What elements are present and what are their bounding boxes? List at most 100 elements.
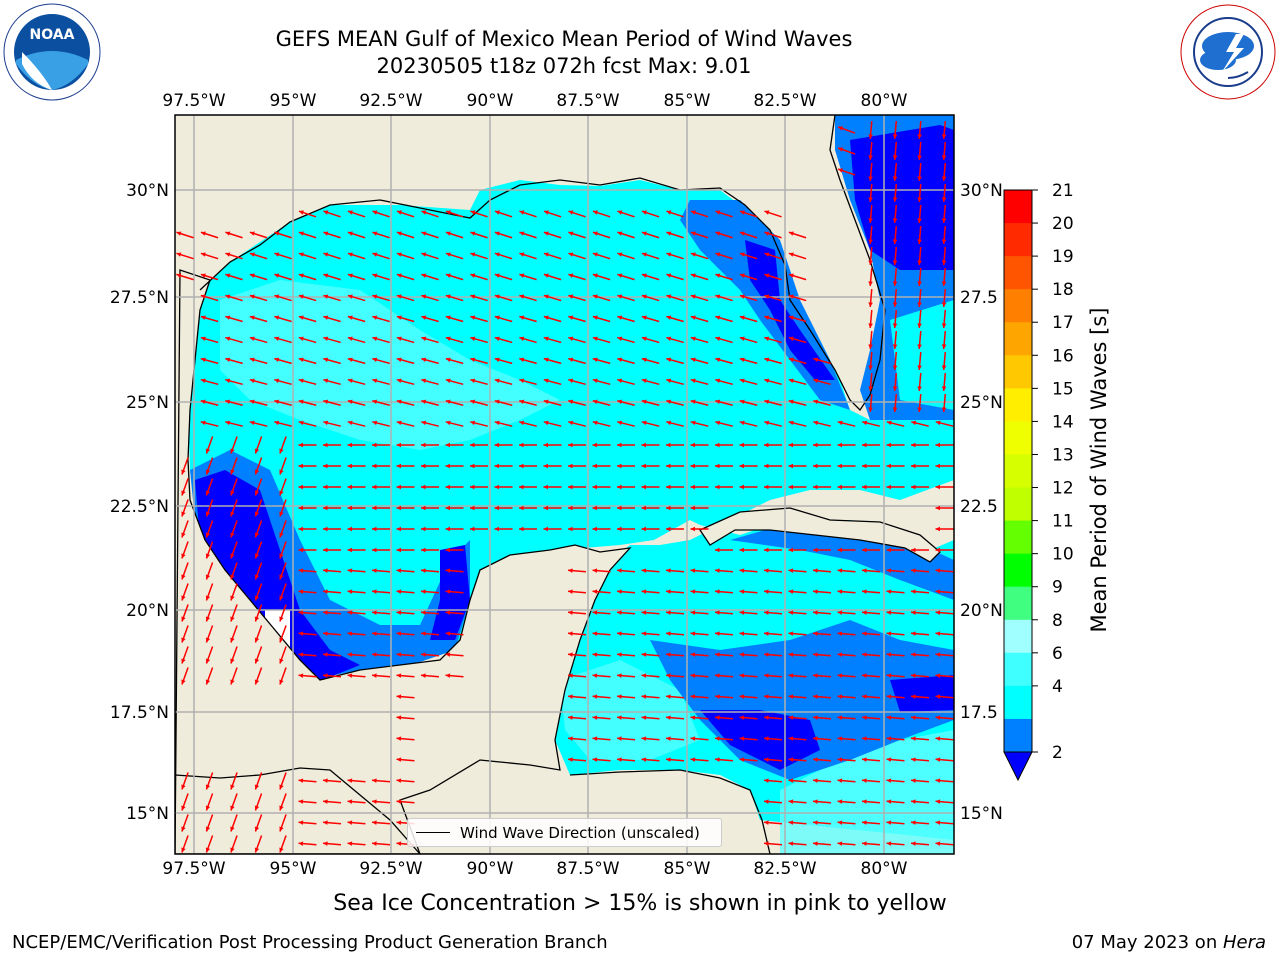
wind-wave-arrow-head (935, 736, 941, 741)
wind-wave-arrow-head (543, 336, 549, 341)
wind-wave-arrow-head (421, 673, 426, 678)
wind-wave-arrow-head (568, 568, 573, 573)
wind-wave-arrow-head (666, 336, 672, 341)
wind-wave-arrow-head (690, 273, 696, 278)
footer-date: 07 May 2023 on (1071, 932, 1223, 953)
wind-wave-arrow-head (347, 336, 353, 341)
wind-wave-arrow-head (886, 841, 892, 846)
wind-wave-arrow-head (347, 315, 353, 320)
wind-wave-arrow-head (862, 420, 868, 426)
wind-wave-arrow-head (279, 637, 284, 643)
wind-wave-arrow-head (617, 252, 623, 257)
wind-wave-arrow-head (813, 841, 818, 846)
yucatan-coast (175, 269, 632, 854)
wind-wave-arrow-head (788, 252, 794, 257)
wind-wave-arrow-head (568, 294, 574, 299)
wind-wave-arrow-head (892, 239, 898, 244)
wind-wave-arrow-head (543, 294, 549, 299)
wind-wave-arrow-head (666, 505, 671, 511)
wind-wave-arrow-head (892, 176, 898, 181)
wind-wave-arrow-head (935, 799, 941, 804)
wind-wave-arrow-head (868, 344, 873, 349)
colorbar-tick-label: 19 (1052, 247, 1074, 267)
wind-wave-arrow-head (372, 399, 378, 405)
lon-tick-label: 92.5°W (359, 91, 422, 111)
wind-wave-arrow-head (592, 652, 598, 657)
wind-wave-arrow-head (279, 826, 284, 832)
wind-wave-arrow-head (788, 631, 794, 636)
wind-wave-arrow-head (298, 799, 304, 804)
wind-wave-arrow-head (617, 568, 622, 573)
wind-wave-arrow-head (396, 463, 401, 469)
lon-ticks-bottom: 97.5°W 95°W 92.5°W 90°W 87.5°W 85°W 82.5… (162, 859, 907, 879)
wind-wave-arrow-head (813, 673, 818, 678)
wind-wave-arrow-head (470, 273, 476, 278)
wind-wave-arrow-head (764, 357, 770, 362)
wind-wave-arrow-head (230, 532, 235, 538)
wind-wave-arrow-head (911, 652, 916, 657)
lon-tick-label: 97.5°W (162, 859, 225, 879)
wind-wave-arrow-head (788, 231, 794, 236)
wind-wave-arrow-head (200, 420, 206, 426)
wind-wave-arrow-head (715, 294, 721, 299)
wind-wave-arrow-head (892, 302, 898, 307)
wind-wave-arrow-head (543, 315, 549, 320)
wind-wave-arrow-head (641, 231, 647, 236)
wind-wave-arrow-head (886, 589, 892, 594)
wind-wave-arrow-head (347, 378, 353, 384)
wind-wave-arrow-head (941, 197, 947, 202)
wind-wave-arrow-head (494, 399, 500, 405)
wind-wave-arrow-head (788, 378, 794, 384)
wind-wave-arrow-head (788, 399, 794, 405)
wind-wave-arrow-head (519, 463, 524, 469)
wind-wave-arrow-head (396, 589, 402, 594)
wind-wave-arrow-head (813, 378, 819, 384)
wind-wave-arrow-head (323, 378, 329, 384)
wind-wave-arrow-head (298, 231, 304, 236)
wind-wave-arrow-head (543, 420, 549, 426)
wind-wave-arrow-head (641, 294, 647, 299)
wind-wave-arrow-head (739, 442, 744, 448)
wind-wave-arrow-head (181, 595, 186, 601)
wind-wave-arrow-head (837, 841, 843, 846)
wind-wave-arrow-head (886, 694, 892, 699)
wind-wave-arrow-head (421, 294, 427, 299)
wind-wave-arrow-head (347, 673, 353, 678)
wind-wave-arrow-head (298, 631, 304, 636)
wind-wave-arrow-head (666, 757, 671, 762)
wind-wave-arrow-head (911, 631, 916, 636)
wind-wave-arrow-head (715, 231, 721, 236)
wind-wave-arrow-head (470, 420, 476, 426)
wind-wave-arrow-head (396, 484, 401, 490)
wind-wave-arrow-head (568, 273, 574, 278)
wind-wave-arrow-head (323, 399, 329, 405)
wind-wave-arrow-head (941, 134, 947, 139)
wind-wave-arrow-head (886, 631, 892, 636)
wind-wave-arrow-head (254, 511, 260, 517)
wind-wave-arrow-head (868, 365, 873, 370)
wind-wave-arrow-head (886, 420, 892, 426)
wind-wave-arrow-head (813, 715, 818, 720)
chart-title: GEFS MEAN Gulf of Mexico Mean Period of … (275, 27, 853, 51)
wind-wave-arrow-head (445, 463, 450, 469)
lon-tick-label: 85°W (664, 859, 711, 879)
wind-wave-arrow-head (592, 610, 598, 615)
wind-wave-arrow-head (372, 799, 377, 804)
wind-wave-arrow-head (519, 336, 525, 341)
wind-wave-arrow-head (372, 357, 378, 362)
lon-tick-label: 87.5°W (556, 91, 619, 111)
wind-wave-arrow-head (274, 420, 280, 426)
wind-wave-arrow-head (298, 315, 304, 320)
wind-wave-arrow-head (941, 323, 947, 328)
wind-wave-arrow-head (862, 652, 867, 657)
wind-wave-arrow-head (886, 820, 892, 825)
wind-wave-arrow-head (347, 778, 353, 783)
wind-wave-arrow-head (666, 610, 671, 615)
wind-wave-arrow-head (347, 652, 353, 657)
wind-wave-arrow-head (396, 799, 402, 804)
wind-wave-arrow-head (788, 484, 793, 490)
wind-wave-arrow-head (911, 799, 916, 804)
wind-wave-arrow-head (470, 210, 476, 215)
wind-wave-arrow-head (764, 463, 769, 469)
wind-wave-arrow-head (543, 378, 549, 384)
